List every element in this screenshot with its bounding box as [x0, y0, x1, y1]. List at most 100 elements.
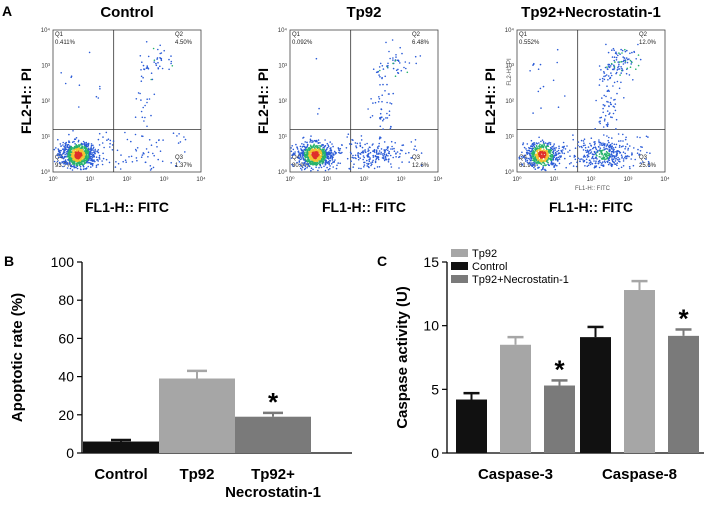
event-dot — [536, 151, 539, 153]
event-dot — [369, 116, 372, 119]
event-dot — [107, 138, 110, 140]
event-dot — [391, 148, 394, 150]
event-dot — [551, 148, 554, 151]
event-dot — [379, 125, 382, 128]
event-dot — [96, 158, 99, 161]
event-dot — [601, 153, 603, 156]
event-dot — [147, 156, 149, 158]
event-dot — [58, 154, 61, 156]
event-dot — [619, 53, 621, 55]
event-dot — [549, 143, 552, 146]
event-dot — [179, 141, 182, 143]
event-dot — [608, 157, 610, 160]
event-dot — [539, 152, 542, 155]
event-dot — [301, 155, 304, 157]
event-dot — [632, 164, 635, 167]
event-dot — [532, 63, 535, 66]
event-dot — [155, 141, 158, 144]
event-dot — [338, 149, 340, 151]
event-dot — [603, 120, 606, 122]
y-tick-label: 40 — [58, 369, 74, 385]
event-dot — [99, 85, 101, 88]
event-dot — [539, 143, 541, 146]
event-dot — [90, 149, 93, 152]
event-dot — [556, 150, 558, 153]
event-dot — [606, 148, 609, 150]
event-dot — [78, 162, 80, 164]
event-dot — [170, 60, 173, 63]
event-dot — [555, 147, 557, 149]
event-dot — [309, 138, 312, 141]
event-dot — [63, 150, 65, 153]
event-dot — [572, 165, 575, 167]
event-dot — [577, 157, 580, 160]
event-dot — [71, 165, 74, 168]
event-dot — [615, 56, 618, 59]
event-dot — [599, 144, 601, 146]
event-dot — [419, 55, 422, 57]
event-dot — [554, 158, 557, 161]
event-dot — [72, 162, 75, 164]
event-dot — [551, 155, 554, 157]
event-dot — [77, 148, 80, 151]
event-dot — [612, 155, 615, 157]
event-dot — [615, 118, 618, 121]
event-dot — [588, 159, 591, 162]
event-dot — [402, 144, 405, 146]
event-dot — [87, 159, 90, 162]
event-dot — [600, 150, 602, 152]
event-dot — [632, 79, 634, 81]
event-dot — [593, 166, 596, 169]
event-dot — [101, 142, 104, 144]
event-dot — [156, 57, 159, 59]
event-dot — [60, 145, 62, 147]
event-dot — [322, 161, 325, 163]
quadrant-name-q2: Q2 — [639, 32, 648, 38]
event-dot — [556, 158, 558, 161]
x-category-label: Control — [94, 466, 147, 483]
event-dot — [387, 93, 390, 95]
event-dot — [535, 148, 538, 150]
event-dot — [554, 151, 557, 154]
event-dot — [386, 112, 388, 115]
event-dot — [135, 150, 138, 152]
event-dot — [637, 148, 639, 151]
event-dot — [318, 107, 320, 110]
event-dot — [66, 151, 69, 153]
event-dot — [531, 149, 533, 151]
event-dot — [143, 120, 145, 122]
event-dot — [613, 161, 615, 164]
event-dot — [75, 145, 77, 147]
event-dot — [352, 154, 354, 157]
event-dot — [318, 154, 320, 156]
event-dot — [302, 156, 304, 158]
event-dot — [168, 68, 170, 71]
event-dot — [321, 149, 324, 151]
event-dot — [62, 144, 64, 146]
event-dot — [305, 159, 307, 162]
event-dot — [545, 154, 547, 156]
event-dot — [98, 156, 101, 159]
event-dot — [304, 165, 307, 167]
event-dot — [377, 147, 379, 150]
event-dot — [398, 156, 400, 159]
x-tick-label: 10³ — [397, 177, 406, 183]
event-dot — [626, 58, 629, 61]
event-dot — [372, 156, 375, 158]
event-dot — [159, 150, 162, 152]
event-dot — [533, 160, 536, 163]
event-dot — [611, 157, 613, 159]
event-dot — [620, 81, 622, 84]
event-dot — [598, 84, 601, 86]
event-dot — [586, 161, 588, 164]
apoptosis-bar-chart: 0 20 40 60 80 100 Apoptotic rate (%) Control Tp9… — [9, 254, 352, 501]
event-dot — [595, 162, 597, 164]
event-dot — [373, 149, 376, 151]
event-dot — [331, 159, 334, 161]
event-dot — [93, 155, 96, 158]
event-dot — [395, 156, 397, 158]
event-dot — [536, 162, 538, 165]
event-dot — [170, 162, 172, 164]
event-dot — [370, 98, 372, 100]
event-dot — [546, 142, 549, 145]
